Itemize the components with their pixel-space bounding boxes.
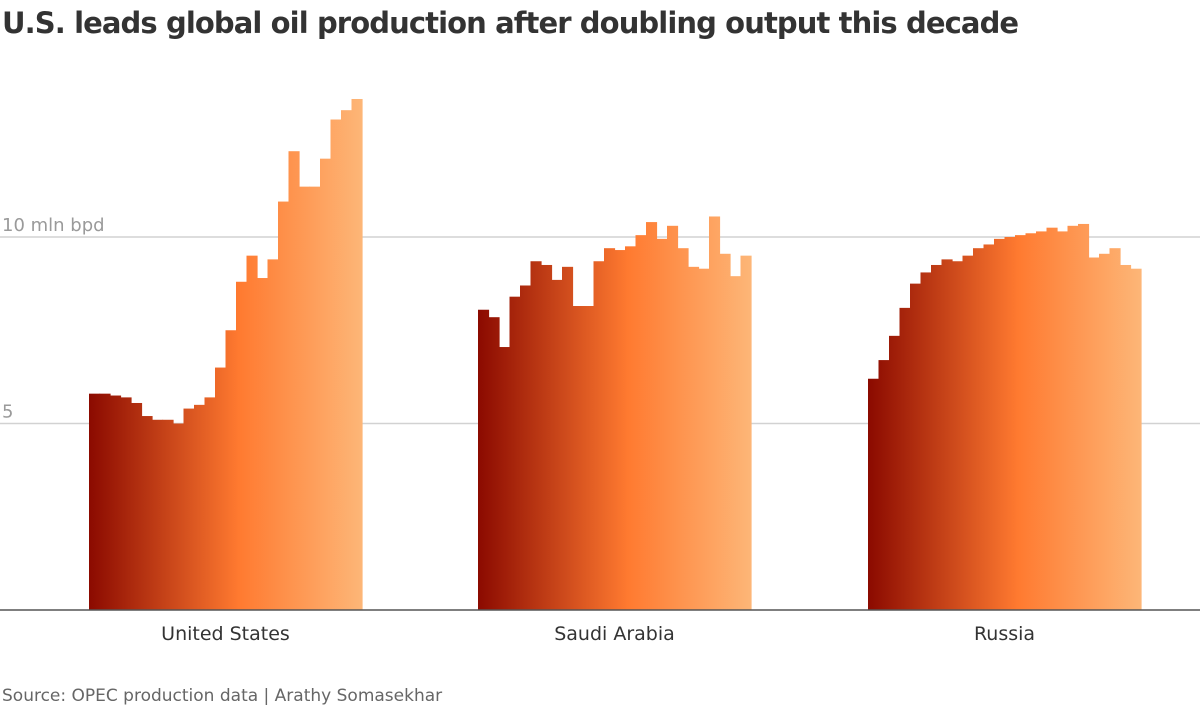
- bar: [120, 397, 132, 610]
- bar: [267, 259, 279, 610]
- bar: [330, 119, 342, 610]
- bar: [162, 419, 174, 610]
- bar: [1120, 264, 1132, 610]
- bar: [635, 235, 647, 610]
- bar: [973, 248, 985, 610]
- bar: [509, 296, 521, 610]
- bar: [604, 248, 616, 610]
- bar: [1036, 231, 1048, 610]
- bar: [730, 276, 742, 610]
- bar: [931, 264, 943, 610]
- bar: [667, 225, 679, 610]
- bar: [152, 419, 164, 610]
- bar: [173, 423, 185, 610]
- bar: [625, 246, 637, 610]
- category-label: Russia: [974, 623, 1035, 645]
- bar: [994, 238, 1006, 611]
- bar: [740, 255, 752, 610]
- bar: [868, 378, 880, 610]
- y-tick-label: 10 mln bpd: [2, 215, 105, 236]
- bar: [1067, 225, 1079, 610]
- bar: [1025, 233, 1037, 610]
- bar: [698, 268, 710, 610]
- bar: [572, 306, 584, 610]
- bar: [899, 307, 911, 610]
- bar: [488, 317, 500, 610]
- bar: [878, 360, 890, 610]
- bar: [1046, 227, 1058, 611]
- bar: [1078, 223, 1090, 610]
- bar: [910, 283, 922, 610]
- bar: [656, 238, 668, 611]
- bar: [141, 416, 153, 610]
- bar: [225, 330, 237, 610]
- bar: [341, 110, 353, 611]
- bar-group-saudi-arabia: [478, 216, 752, 611]
- bar: [1109, 248, 1121, 610]
- bar: [688, 266, 700, 610]
- bar: [593, 261, 605, 610]
- y-tick-labels: 5 10 mln bpd: [2, 215, 105, 423]
- category-labels: United States Saudi Arabia Russia: [161, 623, 1035, 645]
- chart-title: U.S. leads global oil production after d…: [2, 6, 1019, 40]
- bar: [520, 285, 532, 610]
- bar: [309, 186, 321, 610]
- bar: [1099, 253, 1111, 610]
- bar: [1057, 231, 1069, 610]
- bar: [941, 259, 953, 610]
- bar: [215, 367, 227, 610]
- bar: [478, 309, 490, 610]
- bar: [99, 393, 111, 610]
- bar: [204, 397, 216, 610]
- bar-group-russia: [868, 223, 1142, 611]
- category-label: Saudi Arabia: [554, 623, 675, 645]
- bar: [920, 272, 932, 610]
- bar: [499, 347, 511, 610]
- bar: [194, 404, 206, 610]
- bar: [983, 244, 995, 610]
- bar: [530, 261, 542, 610]
- bar: [131, 402, 143, 610]
- bar: [320, 158, 332, 611]
- bar: [257, 278, 269, 610]
- bar: [246, 255, 258, 610]
- bar: [89, 393, 101, 610]
- bar: [288, 151, 300, 610]
- bar: [614, 250, 626, 610]
- source-note: Source: OPEC production data | Arathy So…: [2, 686, 443, 706]
- bar-group-united-states: [89, 98, 363, 611]
- bar: [541, 264, 553, 610]
- bar: [1015, 235, 1027, 610]
- bar: [952, 261, 964, 610]
- bar: [183, 408, 195, 610]
- bar: [677, 248, 689, 610]
- bar: [583, 306, 595, 610]
- category-label: United States: [161, 623, 290, 645]
- bar: [351, 98, 363, 611]
- bar: [110, 395, 122, 610]
- bar: [709, 216, 721, 611]
- bar: [562, 266, 574, 610]
- bar: [236, 281, 248, 610]
- bar: [278, 201, 290, 610]
- bar: [1130, 268, 1142, 610]
- bar: [551, 279, 563, 610]
- bar: [719, 253, 731, 610]
- bar: [646, 222, 658, 610]
- bar: [962, 255, 974, 610]
- bar: [889, 335, 901, 610]
- y-tick-label: 5: [2, 402, 13, 423]
- bar: [1004, 237, 1016, 610]
- bars: [89, 98, 1142, 611]
- bar: [1088, 257, 1100, 610]
- bar: [299, 186, 311, 610]
